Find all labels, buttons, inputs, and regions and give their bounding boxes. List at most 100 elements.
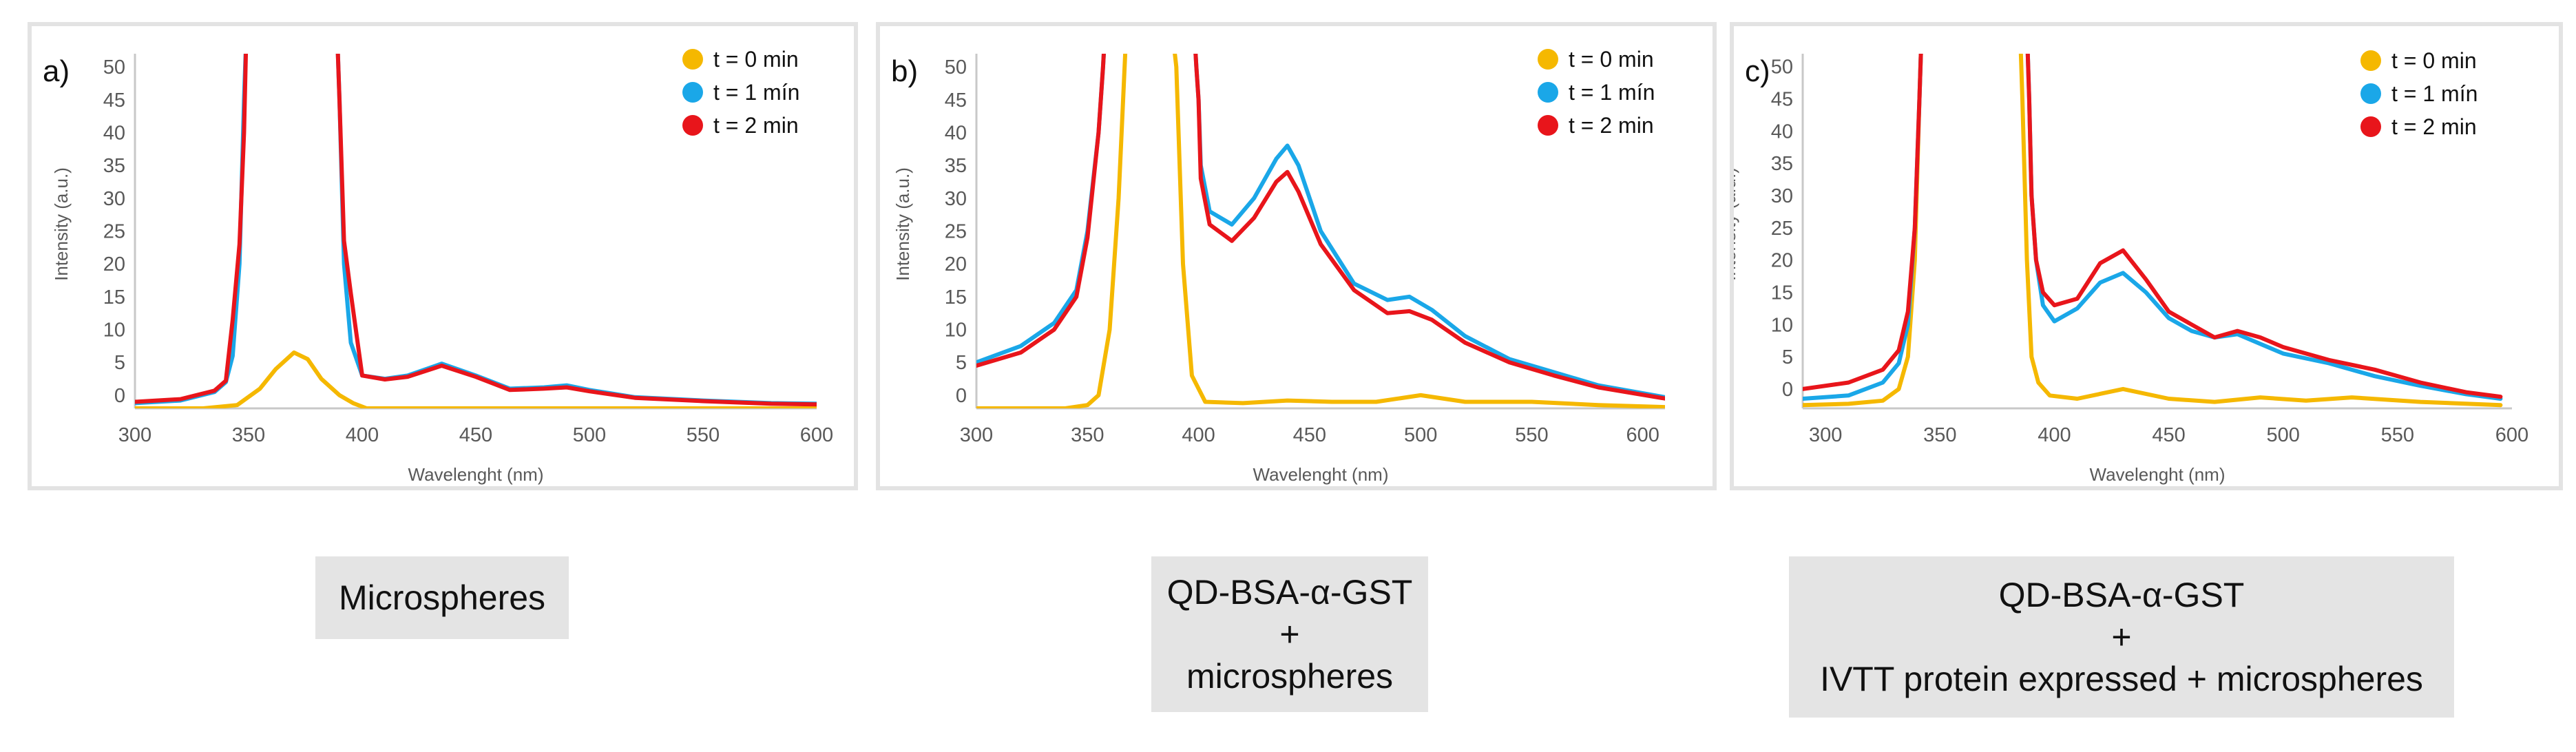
y-tick-label: 45 (1771, 89, 1793, 111)
x-tick-label: 600 (1626, 424, 1659, 446)
legend-label-t0: t = 0 min (2391, 48, 2477, 73)
caption-c: QD-BSA-α-GST + IVTT protein expressed + … (1789, 556, 2454, 718)
x-tick-label: 500 (2267, 424, 2300, 446)
legend-marker-t1 (682, 82, 703, 103)
legend-marker-t0 (682, 49, 703, 70)
series-line-t0 (135, 350, 817, 408)
legend-label-t2: t = 2 min (713, 113, 799, 138)
y-axis-title: Intensity (a.u.) (1734, 167, 1739, 281)
y-tick-label: 0 (114, 385, 125, 407)
y-tick-label: 5 (1782, 346, 1793, 368)
chart-panel-a: a) 0 5 10 15 20 25 30 35 40 45 50 300 350 400 450 500 550… (28, 22, 858, 490)
y-tick-label: 15 (1771, 282, 1793, 304)
y-tick-label: 30 (945, 188, 967, 210)
y-tick-label: 30 (103, 188, 125, 210)
x-axis-title: Wavelenght (nm) (1253, 464, 1389, 485)
y-tick-label: 25 (945, 221, 967, 243)
x-tick-label: 300 (118, 424, 151, 446)
legend-label-t2: t = 2 min (1569, 113, 1654, 138)
caption-a: Microspheres (315, 556, 569, 639)
y-tick-label: 40 (103, 122, 125, 144)
x-axis-title: Wavelenght (nm) (408, 464, 544, 485)
y-tick-label: 35 (1771, 153, 1793, 175)
x-tick-label: 550 (1515, 424, 1548, 446)
legend-marker-t0 (2360, 50, 2381, 71)
y-tick-label: 5 (956, 352, 967, 374)
caption-b-line: + (1279, 614, 1300, 654)
y-tick-label: 15 (945, 286, 967, 309)
caption-a-line: Microspheres (338, 578, 546, 617)
y-tick-label: 40 (1771, 121, 1793, 143)
series-line-t2 (976, 54, 1665, 401)
legend-marker-t0 (1538, 49, 1558, 70)
y-tick-label: 35 (103, 155, 125, 177)
series-line-t0 (976, 54, 1665, 408)
y-tick-label: 5 (114, 352, 125, 374)
y-tick-label: 15 (103, 286, 125, 309)
x-tick-label: 450 (1293, 424, 1326, 446)
legend-label-t0: t = 0 min (1569, 47, 1654, 72)
series-line-t1 (976, 54, 1665, 399)
panel-label: c) (1745, 54, 1770, 88)
y-tick-label: 50 (945, 56, 967, 79)
y-tick-label: 50 (1771, 56, 1793, 79)
caption-b: QD-BSA-α-GST + microspheres (1151, 556, 1428, 712)
x-tick-label: 300 (960, 424, 993, 446)
chart-panel-c: c) 0 5 10 15 20 25 30 35 40 45 50 300 350 400 450 500 550… (1730, 22, 2563, 490)
y-axis-title: Intensity (a.u.) (892, 167, 913, 281)
caption-b-line: microspheres (1186, 656, 1394, 696)
chart-a-plot: a) 0 5 10 15 20 25 30 35 40 45 50 300 350 400 450 500 550… (43, 47, 833, 485)
series-line-t2 (1803, 54, 2503, 399)
y-tick-label: 20 (103, 253, 125, 275)
panel-label: b) (891, 54, 918, 88)
x-tick-label: 450 (2152, 424, 2185, 446)
y-tick-label: 35 (945, 155, 967, 177)
series-line-t2 (135, 54, 817, 407)
y-tick-label: 25 (103, 221, 125, 243)
legend-marker-t1 (2360, 83, 2381, 104)
y-tick-label: 30 (1771, 185, 1793, 207)
y-tick-label: 0 (956, 385, 967, 407)
legend-marker-t2 (2360, 116, 2381, 137)
y-tick-label: 10 (945, 320, 967, 342)
legend-label-t1: t = 1 mín (2391, 81, 2478, 106)
x-tick-label: 400 (2038, 424, 2071, 446)
y-tick-label: 20 (945, 253, 967, 275)
y-axis-title: Intensity (a.u.) (51, 167, 72, 281)
x-axis-title: Wavelenght (nm) (2090, 464, 2226, 485)
x-tick-label: 500 (1404, 424, 1437, 446)
y-tick-label: 0 (1782, 379, 1793, 401)
caption-c-line: IVTT protein expressed + microspheres (1820, 659, 2423, 698)
chart-panel-b: b) 0 5 10 15 20 25 30 35 40 45 50 300 350 400 450 500 550… (876, 22, 1717, 490)
legend-marker-t2 (682, 115, 703, 136)
chart-c-plot: c) 0 5 10 15 20 25 30 35 40 45 50 300 350 400 450 500 550… (1734, 48, 2528, 485)
x-tick-label: 350 (232, 424, 265, 446)
x-tick-label: 500 (573, 424, 606, 446)
x-tick-label: 550 (687, 424, 720, 446)
legend-label-t0: t = 0 min (713, 47, 799, 72)
y-tick-label: 25 (1771, 218, 1793, 240)
x-tick-label: 400 (346, 424, 379, 446)
x-tick-label: 300 (1809, 424, 1842, 446)
x-tick-label: 600 (800, 424, 833, 446)
y-tick-label: 50 (103, 56, 125, 79)
x-tick-label: 600 (2495, 424, 2528, 446)
x-tick-label: 450 (459, 424, 492, 446)
x-tick-label: 350 (1923, 424, 1956, 446)
x-tick-label: 350 (1071, 424, 1104, 446)
y-tick-label: 45 (945, 90, 967, 112)
y-tick-label: 10 (1771, 314, 1793, 336)
legend-label-t2: t = 2 min (2391, 114, 2477, 139)
legend-marker-t2 (1538, 115, 1558, 136)
panel-label: a) (43, 54, 70, 88)
series-line-t0 (1803, 54, 2503, 408)
y-tick-label: 20 (1771, 250, 1793, 272)
chart-b-plot: b) 0 5 10 15 20 25 30 35 40 45 50 300 350 400 450 500 550… (891, 47, 1665, 485)
y-tick-label: 40 (945, 122, 967, 144)
x-tick-label: 400 (1182, 424, 1215, 446)
y-tick-label: 10 (103, 320, 125, 342)
y-tick-label: 45 (103, 90, 125, 112)
caption-c-line: QD-BSA-α-GST (1998, 575, 2245, 614)
legend-label-t1: t = 1 mín (713, 80, 799, 105)
caption-b-line: QD-BSA-α-GST (1166, 572, 1413, 612)
